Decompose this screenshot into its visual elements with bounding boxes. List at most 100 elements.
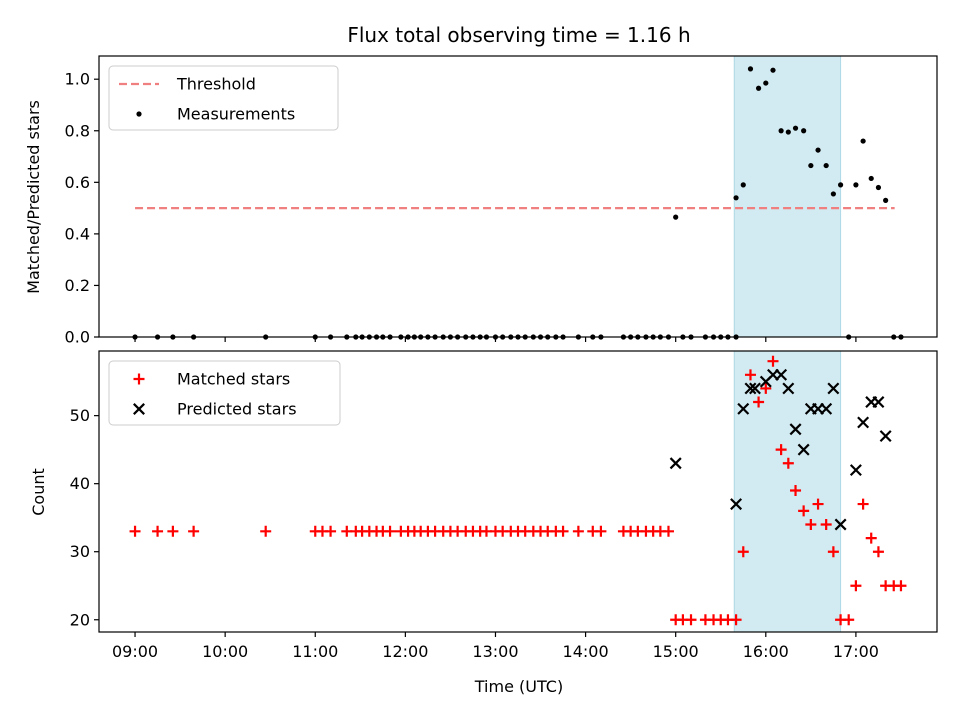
predicted-star-point: [737, 402, 750, 415]
matched-star-point: [760, 382, 772, 394]
predicted-star-point: [879, 430, 892, 443]
y-tick-label: 1.0: [65, 70, 90, 89]
highlight-span: [733, 350, 842, 633]
matched-star-point: [325, 525, 337, 537]
measurement-point: [792, 125, 799, 131]
matched-star-point: [557, 525, 569, 537]
highlight-span: [733, 55, 842, 338]
legend: Matched stars Predicted stars: [108, 360, 341, 426]
matched-star-point: [737, 546, 749, 558]
legend: Threshold Measurements: [108, 65, 339, 131]
x-tick-label: 14:00: [563, 642, 609, 661]
measurement-point: [860, 138, 866, 144]
predicted-star-point: [857, 416, 870, 429]
predicted-star-point: [872, 396, 885, 409]
measurement-point: [733, 195, 739, 201]
predicted-star-point: [797, 443, 810, 456]
matched-star-point: [857, 498, 869, 510]
matched-star-point: [782, 457, 794, 469]
matched-star-point: [384, 525, 396, 537]
legend-box: [108, 360, 341, 426]
matched-star-point: [843, 614, 855, 626]
matched-star-point: [260, 525, 272, 537]
measurement-point: [815, 147, 821, 153]
y-tick-label: 0.8: [65, 121, 90, 140]
y-tick-label: 50: [70, 406, 90, 425]
measurement-point: [740, 182, 746, 188]
y-tick-label: 0.2: [65, 276, 90, 295]
legend-measurement-swatch: [136, 111, 142, 117]
matched-star-point: [812, 498, 824, 510]
legend-box: [108, 65, 339, 131]
x-tick-label: 17:00: [833, 642, 879, 661]
matched-star-point: [730, 614, 742, 626]
matched-star-point: [820, 518, 832, 530]
matched-star-point: [129, 525, 141, 537]
matched-star-point: [850, 580, 862, 592]
matched-star-point: [872, 546, 884, 558]
matched-star-point: [744, 369, 756, 381]
predicted-star-point: [744, 382, 757, 395]
matched-star-point: [572, 525, 584, 537]
legend-label: Threshold: [176, 75, 256, 94]
legend-label: Measurements: [177, 105, 295, 124]
measurement-point: [785, 129, 791, 135]
measurement-point: [673, 214, 679, 220]
predicted-star-point: [669, 457, 682, 470]
legend-matched-swatch: [133, 373, 145, 385]
predicted-star-point: [789, 423, 802, 436]
plot-frame: [98, 55, 938, 338]
matched-star-point: [805, 518, 817, 530]
predicted-star-point: [849, 464, 862, 477]
predicted-star-point: [782, 382, 795, 395]
matched-star-point: [798, 505, 810, 517]
x-axis-label: Time (UTC): [474, 677, 563, 696]
matched-star-point: [827, 546, 839, 558]
measurement-point: [837, 182, 844, 188]
chart-title: Flux total observing time = 1.16 h: [347, 23, 690, 47]
measurement-point: [830, 191, 836, 197]
measurement-point: [801, 128, 807, 134]
bottom-y-axis-label: Count: [29, 468, 48, 516]
x-tick-label: 12:00: [382, 642, 428, 661]
measurement-point: [778, 128, 784, 134]
top-panel: 0.0 0.2 0.4 0.6 0.8 1.0 Threshold Measurements: [65, 55, 938, 347]
matched-star-point: [188, 525, 200, 537]
predicted-star-point: [834, 518, 847, 531]
matched-star-point: [753, 396, 765, 408]
measurement-point: [770, 67, 776, 73]
predicted-star-point: [827, 382, 840, 395]
matched-star-point: [775, 444, 787, 456]
measurement-point: [823, 162, 829, 169]
y-tick-label: 20: [70, 610, 90, 629]
matched-star-point: [767, 355, 779, 367]
top-y-axis-label: Matched/Predicted stars: [24, 100, 43, 294]
y-tick-label: 0.4: [65, 224, 90, 243]
x-tick-label: 11:00: [292, 642, 338, 661]
bottom-panel: 20 30 40 50 09:00 10:00 11:00 12:00 13:00 14:00 15…: [70, 350, 938, 661]
matched-star-point: [595, 525, 607, 537]
predicted-star-point: [749, 382, 761, 395]
matched-star-point: [685, 614, 697, 626]
measurement-point: [747, 66, 754, 72]
plot-frame: [98, 350, 938, 633]
y-tick-label: 30: [70, 542, 90, 561]
matched-star-point: [152, 525, 164, 537]
y-tick-label: 0.6: [65, 173, 90, 192]
y-tick-label: 40: [70, 474, 90, 493]
x-tick-label: 13:00: [472, 642, 518, 661]
predicted-star-point: [820, 402, 833, 415]
legend-label: Predicted stars: [177, 400, 297, 419]
x-tick-label: 15:00: [653, 642, 699, 661]
measurement-point: [755, 85, 762, 91]
measurement-point: [868, 175, 874, 182]
x-tick-label: 10:00: [202, 642, 248, 661]
predicted-star-point: [775, 368, 788, 381]
measurement-point: [808, 162, 814, 169]
predicted-star-point: [730, 498, 743, 511]
x-tick-label: 09:00: [112, 642, 158, 661]
matched-star-point: [865, 532, 877, 544]
measurement-point: [763, 80, 769, 86]
matched-star-point: [662, 525, 674, 537]
